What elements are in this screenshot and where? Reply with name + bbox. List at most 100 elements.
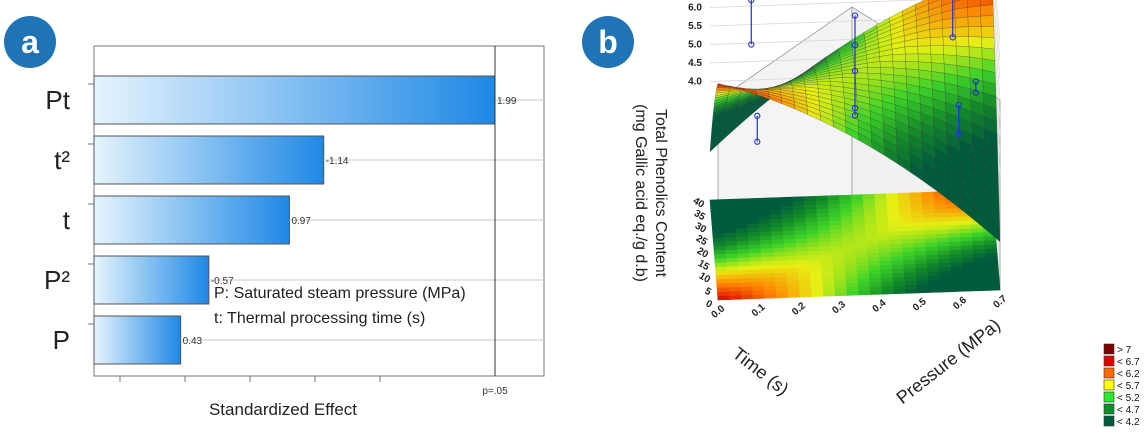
y-tick-label: 35 xyxy=(692,208,708,223)
surface-cell xyxy=(954,16,969,28)
floor-cell xyxy=(866,243,880,250)
surface-cell xyxy=(892,67,907,77)
surface-cell xyxy=(788,74,802,83)
floor-cell xyxy=(832,265,846,272)
surface-cell xyxy=(722,120,737,136)
surface-cell xyxy=(752,88,767,92)
floor-cell xyxy=(853,231,867,237)
y-tick-label: 10 xyxy=(697,271,713,286)
surface-cell xyxy=(725,100,740,111)
floor-cell xyxy=(851,202,865,208)
x-tick-label: 0.2 xyxy=(790,300,808,318)
surface-cell xyxy=(709,134,724,153)
surface-cell xyxy=(933,117,947,134)
surface-cell xyxy=(957,95,972,112)
surface-cell xyxy=(852,47,867,56)
floor-cell xyxy=(902,246,915,252)
floor-cell xyxy=(921,200,935,206)
floor-cell xyxy=(783,234,796,240)
floor-cell xyxy=(762,268,776,274)
floor-cell xyxy=(771,238,785,245)
surface-cell xyxy=(956,65,971,79)
surface-cell xyxy=(896,154,911,173)
floor-cell xyxy=(716,278,729,284)
surface-cell xyxy=(930,53,945,65)
floor-cell xyxy=(984,248,998,254)
surface-cell xyxy=(863,27,878,39)
floor-cell xyxy=(924,233,938,239)
surface-cell xyxy=(877,29,892,40)
floor-cell xyxy=(858,285,871,292)
surface-cell xyxy=(969,77,984,93)
floor-cell xyxy=(830,240,844,247)
surface-cell xyxy=(775,80,790,88)
floor-cell xyxy=(959,228,973,234)
floor-cell xyxy=(927,270,941,277)
data-label: 1.99 xyxy=(497,96,517,107)
floor-cell xyxy=(912,229,926,235)
floor-cell xyxy=(850,194,864,200)
floor-cell xyxy=(841,223,854,230)
surface-cell xyxy=(778,84,793,88)
floor-cell xyxy=(936,233,949,239)
floor-cell xyxy=(888,226,902,232)
surface-cell xyxy=(777,81,792,86)
floor-cell xyxy=(762,272,776,278)
floor-cell xyxy=(811,291,825,297)
surface-cell xyxy=(982,92,997,110)
floor-cell xyxy=(960,240,974,246)
surface-cell xyxy=(966,0,981,8)
floor-cell xyxy=(856,260,869,267)
floor-cell xyxy=(934,216,948,222)
surface-cell xyxy=(864,31,878,42)
surface-cell xyxy=(971,122,985,141)
surface-cell xyxy=(948,187,962,211)
floor-cell xyxy=(886,205,900,211)
floor-cell xyxy=(852,210,865,217)
floor-cell xyxy=(735,227,749,233)
floor-cell xyxy=(911,221,925,227)
floor-cell xyxy=(923,216,936,222)
floor-cell xyxy=(909,196,923,202)
floor-cell xyxy=(758,214,771,220)
legend-swatch xyxy=(1103,367,1115,379)
floor-cell xyxy=(948,232,961,238)
surface-cell xyxy=(791,84,806,88)
surface-cell xyxy=(854,62,868,70)
surface-cell xyxy=(710,130,724,148)
floor-cell xyxy=(862,198,876,204)
surface-cell xyxy=(794,104,808,115)
floor-cell xyxy=(715,265,728,272)
surface-cell xyxy=(882,107,896,121)
surface-cell xyxy=(955,26,969,37)
floor-cell xyxy=(829,224,843,230)
floor-cell xyxy=(817,220,831,226)
floor-cell xyxy=(877,230,890,237)
data-point xyxy=(949,34,956,41)
floor-cell xyxy=(785,263,799,269)
floor-cell xyxy=(737,252,751,258)
floor-cell xyxy=(905,288,919,294)
floor-cell xyxy=(961,253,975,259)
floor-cell xyxy=(981,214,995,220)
floor-cell xyxy=(880,276,894,282)
surface-cell xyxy=(905,61,919,71)
surface-cell xyxy=(971,145,986,166)
surface-cell xyxy=(729,87,743,90)
surface-cell xyxy=(934,157,949,178)
floor-cell xyxy=(887,209,900,215)
wall-grid-line xyxy=(709,15,1001,117)
surface-cell xyxy=(741,87,756,92)
surface-cell xyxy=(814,66,829,73)
surface-cell xyxy=(787,74,801,84)
floor-cell xyxy=(913,246,927,252)
floor-cell xyxy=(868,273,882,279)
floor-cell xyxy=(752,289,765,295)
surface-cell xyxy=(922,170,937,191)
surface-cell xyxy=(828,64,842,71)
floor-cell xyxy=(713,245,727,251)
floor-cell xyxy=(750,268,764,275)
floor-cell xyxy=(893,284,906,290)
bar xyxy=(93,255,210,305)
surface-cell xyxy=(763,86,778,95)
